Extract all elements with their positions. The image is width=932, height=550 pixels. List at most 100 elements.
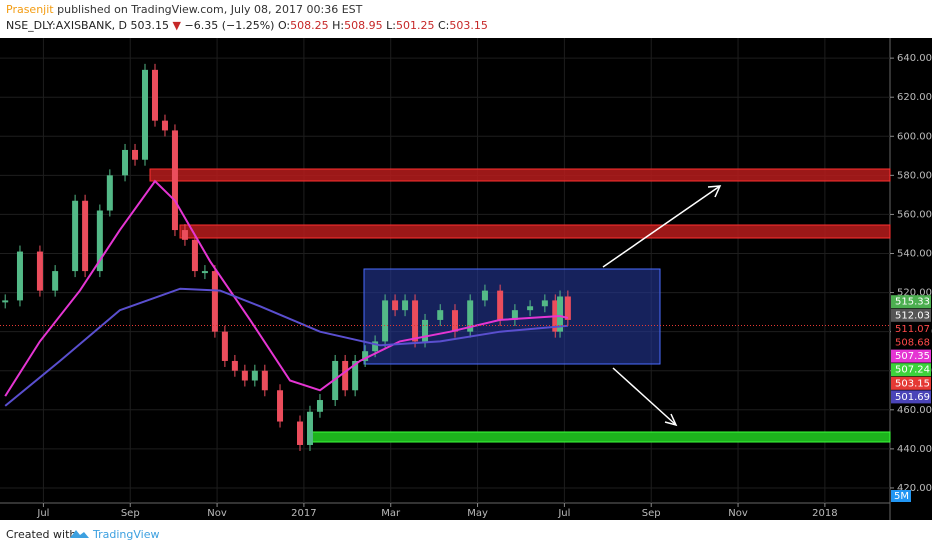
candle [151,69,158,121]
x-tick-label: Jul [557,508,570,519]
y-tick-label: 420.00 [897,483,932,494]
candle [181,230,188,240]
moving-average [4,287,568,407]
volume-tag [891,490,911,502]
candle [332,360,339,401]
price-tag [891,308,931,322]
high: 508.95 [344,19,383,32]
candle [342,360,349,391]
candle [422,319,429,342]
candle [382,300,389,342]
candle [437,310,444,320]
candle [52,271,59,291]
candle [36,251,43,291]
candle [564,296,571,320]
price-tag-label: 508.68 [895,338,930,349]
candle [251,370,258,381]
candle [16,251,23,301]
candle [132,149,139,160]
candle [296,421,303,445]
candle [372,341,379,352]
arrow-head [707,185,722,198]
price-tag [891,390,931,404]
y-tick-label: 460.00 [897,405,932,416]
y-tick-label: 600.00 [897,131,932,142]
candle [362,351,369,361]
axes: 420.00440.00460.00480.00500.00520.00540.… [36,53,932,519]
last: 503.15 [131,19,170,32]
candle [171,130,178,231]
candle [412,300,419,342]
arrow: ▼ [173,19,182,32]
price-tag-label: 512.03 [895,310,930,321]
price-tag [891,295,931,309]
candle [481,290,488,301]
footer-brand[interactable]: TradingView [92,528,159,541]
o-label: O: [278,19,290,32]
candle [221,331,228,361]
support-zone [309,431,891,443]
candle [511,310,518,320]
resistance-zone [179,224,891,239]
candle [527,306,534,311]
change: −6.35 (−1.25%) [185,19,275,32]
resistance-zone [149,168,891,182]
candle [261,370,268,391]
candle [541,300,548,307]
candle [191,239,198,272]
candle [201,271,208,274]
candle [161,120,168,131]
y-tick-label: 440.00 [897,444,932,455]
candle [451,310,458,332]
price-tag [891,363,931,377]
arrow-head [664,413,678,427]
footer-created: Created with [6,528,76,541]
candle [352,360,359,391]
logo [70,530,89,538]
candle [106,175,113,211]
x-tick-label: Mar [381,508,401,519]
x-tick-label: Nov [207,508,227,519]
published: published on TradingView.com, July 08, 2… [57,3,363,16]
price-tag [891,336,931,350]
candle [2,300,9,303]
candle [82,200,89,272]
y-tick-label: 640.00 [897,53,932,64]
candle [316,400,323,412]
close: 503.15 [449,19,488,32]
arrow-down [612,367,677,426]
candle [402,300,409,311]
arrow-up [602,185,721,268]
header-line-2: NSE_DLY:AXISBANK, D 503.15 ▼ −6.35 (−1.2… [6,19,488,32]
price-tag [891,376,931,390]
x-tick-label: Sep [121,508,140,519]
candle [72,200,79,272]
candle [142,69,149,160]
symbol: NSE_DLY:AXISBANK, D [6,19,127,32]
candle [306,411,313,445]
footer-bar [0,520,932,550]
price-tag-label: 507.24 [895,365,930,376]
candle [122,149,129,176]
volume-tag-label: 5M [894,491,909,502]
candle [497,290,504,320]
y-tick-label: 620.00 [897,92,932,103]
plot [0,63,890,451]
author[interactable]: Prasenjit [6,3,54,16]
h-label: H: [332,19,344,32]
candle [211,271,218,332]
price-tag-label: 503.15 [895,378,930,389]
price-tag-label: 507.35 [895,351,930,362]
x-tick-label: 2017 [291,508,316,519]
x-tick-label: Sep [642,508,661,519]
candle [392,300,399,311]
open: 508.25 [290,19,329,32]
price-tag-label: 515.33 [895,297,930,308]
candle [96,210,103,272]
price-tag [891,349,931,363]
x-tick-label: Jul [36,508,49,519]
candle [467,300,474,332]
moving-average [4,179,569,397]
